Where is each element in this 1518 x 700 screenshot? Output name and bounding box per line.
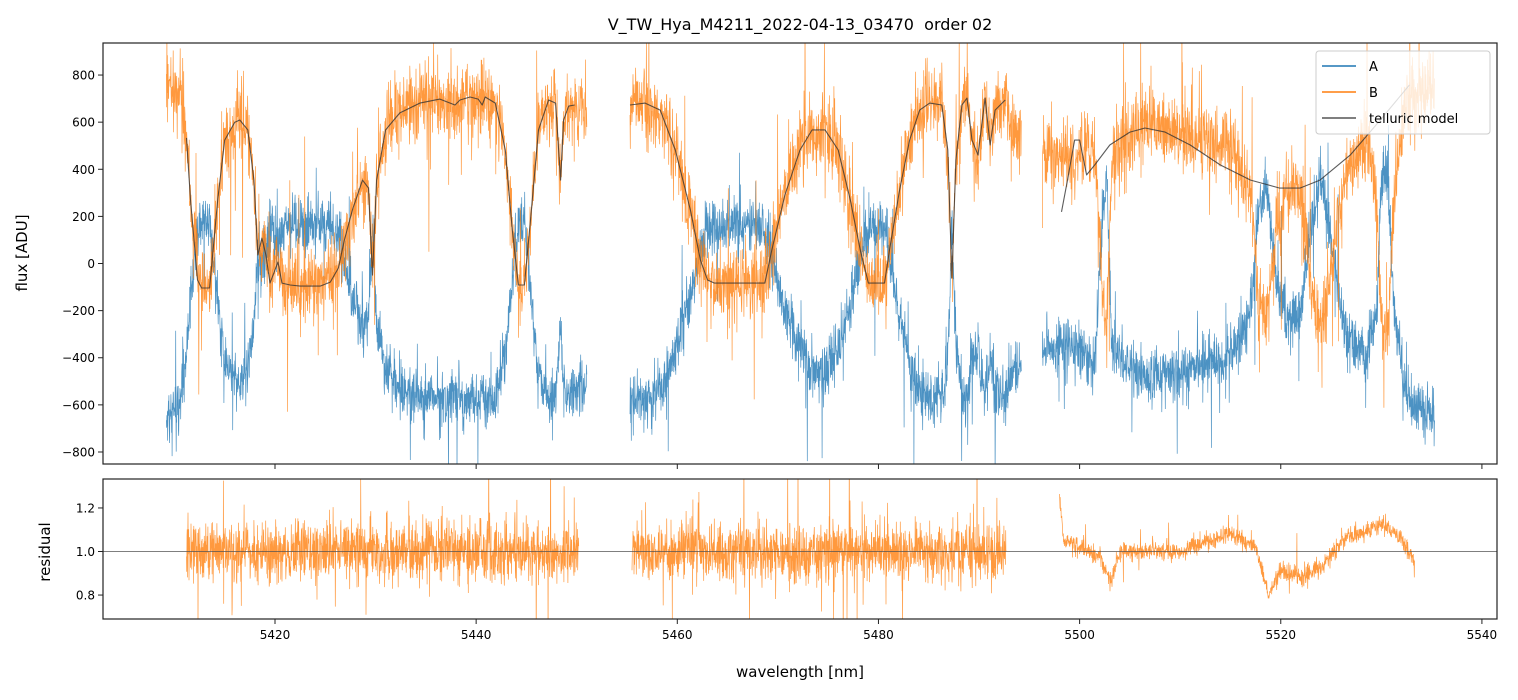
bottom-axes-frame	[102, 478, 1498, 620]
residual-line-segment-2	[1059, 493, 1415, 599]
x-tick-label: 5540	[1467, 628, 1498, 642]
top-plot-area	[166, 43, 1435, 464]
series-b-line-segment-1	[629, 43, 1022, 400]
telluric-model-line-segment-1	[629, 97, 1006, 284]
bottom-y-tick-label: 1.2	[76, 501, 95, 515]
bottom-axis-ticks: 5420 5440 5460 5480 5500 5520 5540 0.8 1.0 1.2	[76, 501, 1497, 642]
legend-label-a: A	[1369, 60, 1378, 75]
x-tick-label: 5420	[260, 628, 291, 642]
top-axes-frame	[102, 42, 1498, 465]
series-b-line-segment-0	[166, 43, 588, 412]
residual-line-segment-0	[186, 479, 580, 619]
top-y-axis-label: flux [ADU]	[13, 214, 31, 291]
bottom-plot-area	[103, 479, 1497, 619]
series-a-line-segment-2	[1042, 125, 1435, 454]
top-y-tick-label: 0	[87, 257, 95, 271]
x-axis-label: wavelength [nm]	[736, 663, 864, 681]
top-axis-ticks: −800 −600 −400 −200 0 200 400 600 800	[62, 69, 1483, 469]
telluric-model-line-segment-0	[185, 96, 575, 289]
legend-label-b: B	[1369, 86, 1378, 101]
series-b-line-segment-2	[1042, 43, 1435, 408]
top-y-tick-label: 200	[72, 210, 95, 224]
x-tick-label: 5480	[863, 628, 894, 642]
x-tick-label: 5460	[662, 628, 693, 642]
residual-line-segment-1	[631, 479, 1007, 619]
legend-label-model: telluric model	[1369, 112, 1458, 127]
top-y-tick-label: 600	[72, 116, 95, 130]
x-tick-label: 5500	[1064, 628, 1095, 642]
top-y-tick-label: −200	[62, 304, 95, 318]
x-tick-label: 5520	[1265, 628, 1296, 642]
series-a-line-segment-0	[166, 167, 588, 464]
top-y-tick-label: −800	[62, 445, 95, 459]
chart-title: V_TW_Hya_M4211_2022-04-13_03470 order 02	[608, 15, 993, 35]
bottom-y-tick-label: 0.8	[76, 589, 95, 603]
top-y-tick-label: −400	[62, 351, 95, 365]
top-y-tick-label: −600	[62, 398, 95, 412]
bottom-panel: 5420 5440 5460 5480 5500 5520 5540 0.8 1.0 1.2 re…	[36, 478, 1498, 681]
telluric-model-line-segment-2	[1060, 84, 1410, 213]
legend: A B telluric model	[1315, 50, 1491, 135]
top-y-tick-label: 800	[72, 69, 95, 83]
bottom-y-tick-label: 1.0	[76, 545, 95, 559]
top-y-tick-label: 400	[72, 163, 95, 177]
top-panel: −800 −600 −400 −200 0 200 400 600 800 flux [ADU]…	[13, 42, 1498, 469]
legend-box	[1315, 50, 1491, 135]
bottom-y-axis-label: residual	[36, 522, 54, 581]
x-tick-label: 5440	[461, 628, 492, 642]
